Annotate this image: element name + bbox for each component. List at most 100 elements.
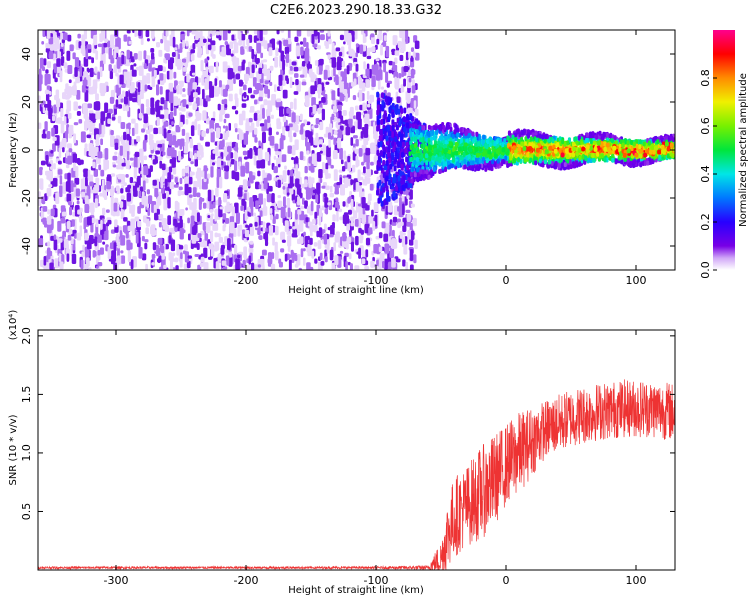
spectrogram-cell xyxy=(202,202,207,209)
spectrogram-cell xyxy=(240,33,246,41)
spectrogram-cell xyxy=(408,238,414,246)
spectrogram-cell xyxy=(86,185,91,197)
spectrogram-cell xyxy=(216,158,222,168)
spectrogram-cell xyxy=(391,111,395,118)
spectrogram-cell xyxy=(410,55,414,62)
spectrogram-cell xyxy=(351,81,355,87)
spectrogram-cell xyxy=(82,244,85,251)
spectrogram-cell xyxy=(316,230,320,238)
spectrogram-cell xyxy=(299,113,303,121)
spectrogram-cell xyxy=(319,121,324,131)
spectrogram-cell xyxy=(151,262,155,266)
spectrogram-cell xyxy=(318,227,323,238)
spectrogram-cell xyxy=(274,56,278,68)
spectrogram-cell xyxy=(272,237,275,246)
spectrogram-cell xyxy=(398,73,402,79)
spectrogram-cell xyxy=(144,84,148,92)
spectrogram-cell xyxy=(397,40,402,49)
spectrogram-cell xyxy=(70,237,74,245)
spectrogram-cell xyxy=(286,77,289,85)
spectrogram-cell xyxy=(262,172,268,178)
spectrogram-cell xyxy=(310,85,316,95)
spectrogram-cell xyxy=(376,189,380,196)
spectrogram-cell xyxy=(176,244,179,256)
spectrogram-cell xyxy=(180,191,185,196)
spectrogram-cell xyxy=(334,255,339,266)
spectrogram-cell xyxy=(297,209,302,215)
spectrogram-cell xyxy=(108,64,112,72)
spectrogram-cell xyxy=(352,115,357,120)
spectrogram-cell xyxy=(66,220,71,230)
spectrogram-cell xyxy=(321,82,324,91)
spectrogram-cell xyxy=(153,204,157,215)
spectrogram-cell xyxy=(324,40,328,47)
spectrogram-cell xyxy=(299,41,304,45)
spectrogram-cell xyxy=(319,30,325,33)
spectrogram-cell xyxy=(302,257,306,266)
spectrogram-cell xyxy=(410,69,416,75)
spectrogram-cell xyxy=(86,238,92,250)
spectrogram-cell xyxy=(126,49,130,59)
spectrogram-cell xyxy=(170,174,174,180)
spectrogram-cell xyxy=(243,133,249,145)
spectrogram-cell xyxy=(403,78,406,87)
spectrogram-cell xyxy=(403,244,408,255)
spectrogram-cell xyxy=(184,251,190,263)
spectrogram-cell xyxy=(387,113,391,120)
spectrogram-cell xyxy=(414,40,420,49)
spectrogram-cell xyxy=(403,126,407,133)
spectrogram-cell xyxy=(210,45,216,52)
spectrogram-cell xyxy=(312,104,317,114)
spectrogram-cell xyxy=(269,207,273,215)
spectrogram-cell xyxy=(89,202,95,213)
spectrogram-cell xyxy=(59,141,63,150)
spectrogram-cell xyxy=(228,93,233,102)
spectrogram-cell xyxy=(275,250,279,261)
spectrogram-cell xyxy=(336,118,341,123)
spectrogram-cell xyxy=(135,182,140,188)
spectrogram-cell xyxy=(76,89,81,100)
spectrogram-cell xyxy=(53,65,57,74)
spectrogram-cell xyxy=(260,159,266,169)
spectrogram-cell xyxy=(319,252,323,261)
spectrogram-cell xyxy=(375,71,381,81)
spectrogram-cell xyxy=(341,60,346,68)
spectrogram-cell xyxy=(240,165,246,177)
spectrogram-cell xyxy=(227,146,232,153)
spectrogram-cell xyxy=(82,79,88,86)
spectrogram-cell xyxy=(409,248,414,261)
spectrogram-cell xyxy=(179,85,183,95)
spectrogram-cell xyxy=(83,168,89,178)
spectrogram-cell xyxy=(314,137,319,146)
spectrogram-cell xyxy=(334,233,339,243)
spectrogram-cell xyxy=(91,57,94,64)
spectrogram-cell xyxy=(248,255,252,265)
spectrogram-cell xyxy=(122,199,127,210)
spectrogram-cell xyxy=(76,158,81,164)
spectrogram-cell xyxy=(406,195,410,200)
spectrogram-cell xyxy=(207,173,210,179)
spectrogram-cell xyxy=(103,53,106,65)
spectrogram-cell xyxy=(222,30,228,41)
spectrogram-cell xyxy=(92,79,98,90)
spectrogram-cell xyxy=(219,206,224,210)
spectrogram-cell xyxy=(405,51,409,61)
spectrogram-cell xyxy=(354,105,359,111)
spectrogram-cell xyxy=(352,94,357,101)
spectrogram-cell xyxy=(272,216,276,225)
spectrogram-cell xyxy=(60,32,63,41)
spectrogram-cell xyxy=(287,169,290,176)
spectrogram-cell xyxy=(156,84,160,96)
spectrogram-cell xyxy=(331,90,336,101)
spectrogram-cell xyxy=(283,173,287,183)
spectrogram-cell xyxy=(223,146,227,157)
spectrogram-cell xyxy=(225,130,230,138)
spectrogram-cell xyxy=(127,225,133,232)
spectrogram-cell xyxy=(89,121,93,133)
spectrogram-cell xyxy=(98,123,102,135)
spectrogram-cell xyxy=(68,200,72,206)
spectrogram-cell xyxy=(184,244,188,251)
spectrogram-cell xyxy=(248,72,254,79)
spectrogram-cell xyxy=(214,232,218,238)
spectrogram-cell xyxy=(133,52,138,60)
